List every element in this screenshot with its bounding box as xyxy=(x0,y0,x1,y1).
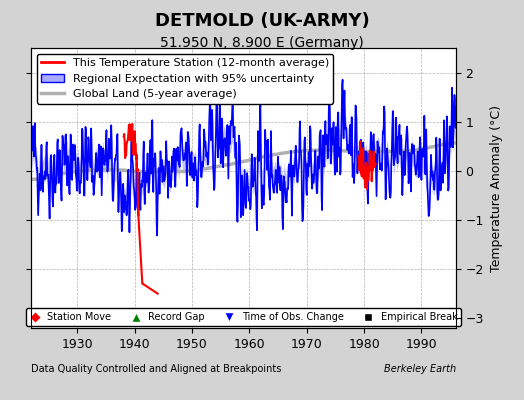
Text: ▲: ▲ xyxy=(330,308,341,323)
Text: DETMOLD (UK-ARMY): DETMOLD (UK-ARMY) xyxy=(155,12,369,30)
Text: ▲: ▲ xyxy=(129,308,140,323)
Text: Data Quality Controlled and Aligned at Breakpoints: Data Quality Controlled and Aligned at B… xyxy=(31,364,282,374)
Text: Berkeley Earth: Berkeley Earth xyxy=(384,364,456,374)
Y-axis label: Temperature Anomaly (°C): Temperature Anomaly (°C) xyxy=(489,104,503,272)
Text: ▼: ▼ xyxy=(261,308,272,323)
Legend: Station Move, Record Gap, Time of Obs. Change, Empirical Break: Station Move, Record Gap, Time of Obs. C… xyxy=(26,308,461,326)
Text: 51.950 N, 8.900 E (Germany): 51.950 N, 8.900 E (Germany) xyxy=(160,36,364,50)
